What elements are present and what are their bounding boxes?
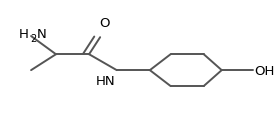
Text: OH: OH bbox=[254, 64, 274, 77]
Text: O: O bbox=[99, 17, 109, 30]
Text: HN: HN bbox=[96, 75, 115, 88]
Text: H: H bbox=[19, 28, 29, 41]
Text: N: N bbox=[37, 28, 46, 41]
Text: 2: 2 bbox=[30, 34, 36, 44]
